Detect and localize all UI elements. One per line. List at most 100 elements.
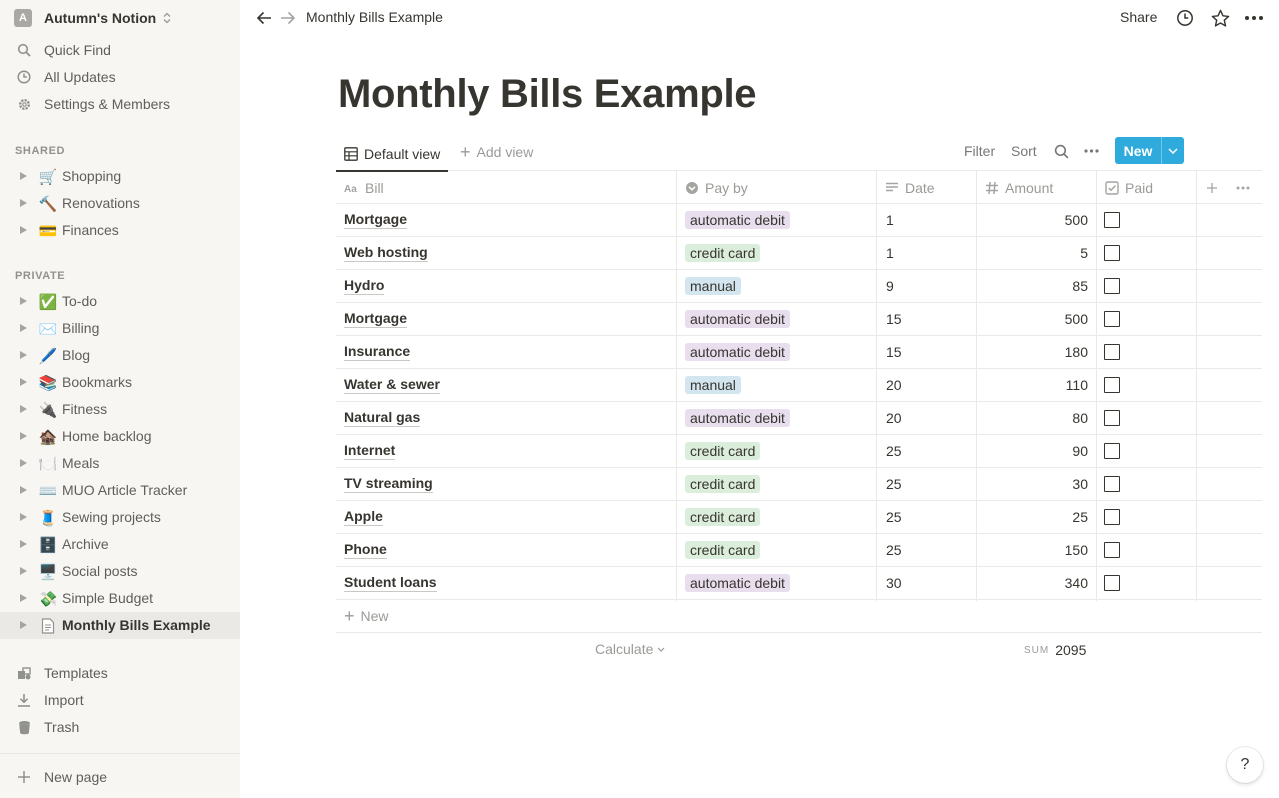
- bill-cell[interactable]: Hydro: [344, 270, 385, 302]
- amount-cell[interactable]: 150: [1064, 542, 1088, 558]
- amount-cell[interactable]: 85: [1072, 278, 1088, 294]
- expand-arrow-icon[interactable]: [20, 405, 27, 413]
- amount-cell[interactable]: 5: [1080, 245, 1088, 261]
- bill-cell[interactable]: TV streaming: [344, 468, 433, 500]
- expand-arrow-icon[interactable]: [20, 351, 27, 359]
- breadcrumb[interactable]: Monthly Bills Example: [306, 9, 443, 25]
- sidebar-item-billing[interactable]: ✉️ Billing: [0, 315, 240, 342]
- table-row[interactable]: Phone credit card 25 150: [336, 534, 1262, 567]
- sidebar-item-muo-article-tracker[interactable]: ⌨️ MUO Article Tracker: [0, 477, 240, 504]
- chevron-down-icon[interactable]: [1162, 137, 1184, 164]
- pay-by-cell[interactable]: automatic debit: [685, 204, 790, 236]
- amount-cell[interactable]: 180: [1064, 344, 1088, 360]
- column-options-button[interactable]: [1230, 171, 1250, 204]
- pay-by-cell[interactable]: credit card: [685, 501, 761, 533]
- help-button[interactable]: ?: [1227, 747, 1263, 783]
- paid-checkbox[interactable]: [1104, 410, 1120, 426]
- pay-by-cell[interactable]: credit card: [685, 534, 761, 566]
- bill-cell[interactable]: Mortgage: [344, 303, 407, 335]
- sidebar-item-archive[interactable]: 🗄️ Archive: [0, 531, 240, 558]
- pay-by-cell[interactable]: automatic debit: [685, 336, 790, 368]
- expand-arrow-icon[interactable]: [20, 486, 27, 494]
- amount-cell[interactable]: 500: [1064, 311, 1088, 327]
- bill-cell[interactable]: Phone: [344, 534, 387, 566]
- pay-by-cell[interactable]: credit card: [685, 237, 761, 269]
- bill-cell[interactable]: Mortgage: [344, 204, 407, 236]
- amount-cell[interactable]: 25: [1072, 509, 1088, 525]
- expand-arrow-icon[interactable]: [20, 378, 27, 386]
- history-clock-icon[interactable]: [1174, 7, 1196, 29]
- add-column-button[interactable]: [1200, 171, 1218, 204]
- bill-cell[interactable]: Water & sewer: [344, 369, 440, 401]
- search-icon[interactable]: [1051, 141, 1071, 161]
- date-cell[interactable]: 1: [886, 245, 894, 261]
- date-cell[interactable]: 1: [886, 212, 894, 228]
- all-updates-item[interactable]: All Updates: [16, 67, 116, 87]
- more-options-icon[interactable]: [1243, 7, 1265, 29]
- table-row[interactable]: Apple credit card 25 25: [336, 501, 1262, 534]
- workspace-switcher[interactable]: A Autumn's Notion: [14, 8, 172, 28]
- bill-cell[interactable]: Web hosting: [344, 237, 428, 269]
- paid-checkbox[interactable]: [1104, 311, 1120, 327]
- pay-by-cell[interactable]: manual: [685, 270, 741, 302]
- column-header-bill[interactable]: Aa Bill: [336, 171, 384, 204]
- new-record-button[interactable]: New: [1115, 137, 1184, 164]
- paid-checkbox[interactable]: [1104, 509, 1120, 525]
- table-row[interactable]: Mortgage automatic debit 1 500: [336, 204, 1262, 237]
- paid-checkbox[interactable]: [1104, 443, 1120, 459]
- expand-arrow-icon[interactable]: [20, 297, 27, 305]
- calculate-dropdown[interactable]: Calculate: [595, 641, 665, 657]
- sidebar-item-bookmarks[interactable]: 📚 Bookmarks: [0, 369, 240, 396]
- date-cell[interactable]: 15: [886, 311, 902, 327]
- bill-cell[interactable]: Student loans: [344, 567, 437, 599]
- expand-arrow-icon[interactable]: [20, 172, 27, 180]
- sidebar-item-monthly-bills-example[interactable]: Monthly Bills Example: [0, 612, 240, 639]
- table-row[interactable]: Web hosting credit card 1 5: [336, 237, 1262, 270]
- quick-find-item[interactable]: Quick Find: [16, 40, 111, 60]
- expand-arrow-icon[interactable]: [20, 324, 27, 332]
- bill-cell[interactable]: Insurance: [344, 336, 411, 368]
- expand-arrow-icon[interactable]: [20, 594, 27, 602]
- amount-cell[interactable]: 340: [1064, 575, 1088, 591]
- table-row[interactable]: Water & sewer manual 20 110: [336, 369, 1262, 402]
- table-row[interactable]: Mortgage automatic debit 15 500: [336, 303, 1262, 336]
- expand-arrow-icon[interactable]: [20, 432, 27, 440]
- column-header-amount[interactable]: Amount: [977, 171, 1053, 204]
- forward-arrow-icon[interactable]: [278, 8, 298, 28]
- column-header-paid[interactable]: Paid: [1097, 171, 1153, 204]
- table-row[interactable]: TV streaming credit card 25 30: [336, 468, 1262, 501]
- bill-cell[interactable]: Apple: [344, 501, 383, 533]
- sidebar-item-blog[interactable]: 🖊️ Blog: [0, 342, 240, 369]
- pay-by-cell[interactable]: credit card: [685, 435, 761, 467]
- date-cell[interactable]: 20: [886, 410, 902, 426]
- add-row-button[interactable]: + New: [336, 600, 1262, 633]
- sidebar-item-home-backlog[interactable]: 🏚️ Home backlog: [0, 423, 240, 450]
- paid-checkbox[interactable]: [1104, 344, 1120, 360]
- date-cell[interactable]: 25: [886, 476, 902, 492]
- sidebar-item-sewing-projects[interactable]: 🧵 Sewing projects: [0, 504, 240, 531]
- paid-checkbox[interactable]: [1104, 476, 1120, 492]
- sidebar-item-simple-budget[interactable]: 💸 Simple Budget: [0, 585, 240, 612]
- paid-checkbox[interactable]: [1104, 575, 1120, 591]
- date-cell[interactable]: 25: [886, 542, 902, 558]
- settings-members-item[interactable]: Settings & Members: [16, 94, 170, 114]
- table-row[interactable]: Student loans automatic debit 30 340: [336, 567, 1262, 600]
- date-cell[interactable]: 15: [886, 344, 902, 360]
- new-page-button[interactable]: New page: [16, 767, 107, 787]
- paid-checkbox[interactable]: [1104, 245, 1120, 261]
- sidebar-item-renovations[interactable]: 🔨 Renovations: [0, 190, 240, 217]
- amount-cell[interactable]: 80: [1072, 410, 1088, 426]
- paid-checkbox[interactable]: [1104, 278, 1120, 294]
- table-row[interactable]: Internet credit card 25 90: [336, 435, 1262, 468]
- pay-by-cell[interactable]: credit card: [685, 468, 761, 500]
- sidebar-item-social-posts[interactable]: 🖥️ Social posts: [0, 558, 240, 585]
- templates-item[interactable]: Templates: [16, 663, 108, 683]
- expand-arrow-icon[interactable]: [20, 459, 27, 467]
- amount-cell[interactable]: 500: [1064, 212, 1088, 228]
- amount-cell[interactable]: 30: [1072, 476, 1088, 492]
- bill-cell[interactable]: Internet: [344, 435, 396, 467]
- add-view-button[interactable]: + Add view: [460, 143, 533, 161]
- sidebar-item-shopping[interactable]: 🛒 Shopping: [0, 163, 240, 190]
- pay-by-cell[interactable]: automatic debit: [685, 567, 790, 599]
- trash-item[interactable]: Trash: [16, 717, 79, 737]
